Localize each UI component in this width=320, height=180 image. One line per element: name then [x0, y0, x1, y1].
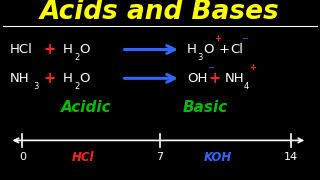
Text: +: + [214, 34, 221, 43]
Text: 3: 3 [198, 53, 203, 62]
Text: +: + [219, 43, 230, 56]
Text: O: O [80, 72, 90, 85]
Text: Acidic: Acidic [61, 100, 112, 116]
Text: HCl: HCl [10, 43, 32, 56]
Text: Acids and Bases: Acids and Bases [40, 0, 280, 25]
Text: H: H [187, 43, 197, 56]
Text: +: + [44, 42, 56, 57]
Text: HCl: HCl [72, 151, 94, 164]
Text: NH: NH [10, 72, 29, 85]
Text: 14: 14 [284, 152, 298, 163]
Text: 2: 2 [75, 53, 80, 62]
Text: +: + [209, 71, 221, 86]
Text: H: H [63, 72, 73, 85]
Text: −: − [207, 63, 214, 72]
Text: 3: 3 [33, 82, 38, 91]
Text: H: H [63, 43, 73, 56]
Text: +: + [44, 71, 56, 86]
Text: 7: 7 [156, 152, 164, 163]
Text: KOH: KOH [204, 151, 232, 164]
Text: OH: OH [187, 72, 208, 85]
Text: +: + [249, 63, 256, 72]
Text: NH: NH [225, 72, 244, 85]
Text: 0: 0 [19, 152, 26, 163]
Text: Cl: Cl [230, 43, 243, 56]
Text: O: O [80, 43, 90, 56]
Text: −: − [241, 34, 248, 43]
Text: 4: 4 [244, 82, 249, 91]
Text: O: O [203, 43, 213, 56]
Text: Basic: Basic [182, 100, 228, 116]
Text: 2: 2 [75, 82, 80, 91]
